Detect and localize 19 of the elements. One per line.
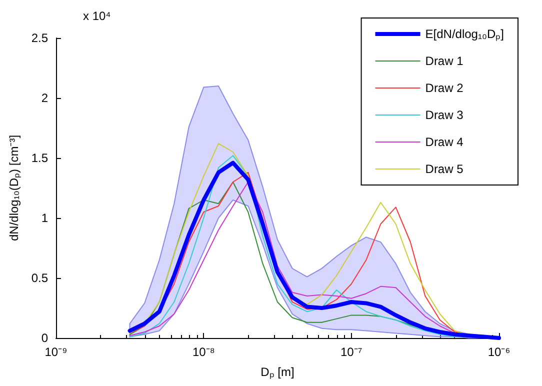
x-axis-title: Dₚ [m] [260,365,294,379]
y-tick-label: 0.5 [31,271,48,285]
y-tick-label: 0 [41,331,48,345]
legend-label: E[dN/dlog₁₀Dₚ] [425,27,504,41]
y-tick-label: 1 [41,211,48,225]
text: x 10⁴ [83,9,111,23]
y-tick-label: 2.5 [31,31,48,45]
legend-label: Draw 5 [425,162,464,176]
y-axis-title: dN/dlog₁₀(Dₚ) [cm⁻³] [7,134,21,242]
x-tick-label: 10⁻⁹ [44,345,68,359]
y-tick-label: 2 [41,91,48,105]
y-tick-label: 1.5 [31,151,48,165]
legend-label: Draw 1 [425,54,464,68]
x-tick-label: 10⁻⁸ [192,345,215,359]
legend-label: Draw 3 [425,108,464,122]
x-tick-label: 10⁻⁶ [488,345,510,359]
legend-label: Draw 2 [425,81,464,95]
legend-label: Draw 4 [425,135,464,149]
x-tick-label: 10⁻⁷ [340,345,362,359]
